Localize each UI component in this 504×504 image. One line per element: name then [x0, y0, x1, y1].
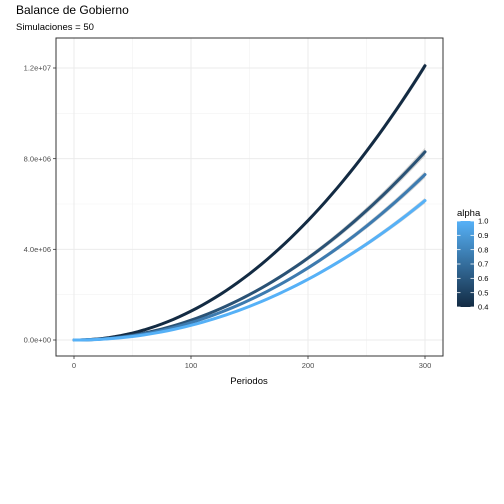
legend-label: 0.4	[478, 303, 488, 312]
x-axis: 0 100 200 300	[72, 356, 431, 370]
x-axis-title: Periodos	[230, 376, 268, 387]
grid	[56, 38, 443, 356]
legend-title: alpha	[457, 208, 481, 219]
series-layer	[72, 62, 427, 342]
legend-colorbar	[457, 221, 474, 307]
legend-label: 0.6	[478, 274, 488, 283]
legend: alpha 1.0 0.9 0.8 0.7 0.6 0.5 0.4	[457, 208, 488, 312]
x-tick-label: 0	[72, 361, 76, 370]
y-tick-label: 1.2e+07	[24, 64, 51, 73]
series-alpha-0.4	[72, 62, 427, 342]
y-tick-label: 4.0e+06	[24, 245, 51, 254]
legend-label: 1.0	[478, 217, 488, 226]
plot-border	[55, 37, 444, 357]
x-tick-label: 100	[185, 361, 198, 370]
y-axis: 0.0e+00 4.0e+06 8.0e+06 1.2e+07	[24, 64, 56, 345]
series-line	[72, 199, 427, 342]
legend-label: 0.5	[478, 288, 488, 297]
chart-subtitle: Simulaciones = 50	[16, 22, 94, 33]
chart-title: Balance de Gobierno	[16, 3, 129, 17]
y-tick-label: 0.0e+00	[24, 336, 51, 345]
series-alpha-1	[72, 197, 427, 342]
series-line	[72, 64, 427, 342]
x-tick-label: 200	[302, 361, 315, 370]
legend-label: 0.8	[478, 245, 488, 254]
legend-label: 0.7	[478, 260, 488, 269]
x-tick-label: 300	[419, 361, 432, 370]
legend-label: 0.9	[478, 231, 488, 240]
legend-ticks: 1.0 0.9 0.8 0.7 0.6 0.5 0.4	[457, 217, 488, 312]
y-tick-label: 8.0e+06	[24, 154, 51, 163]
